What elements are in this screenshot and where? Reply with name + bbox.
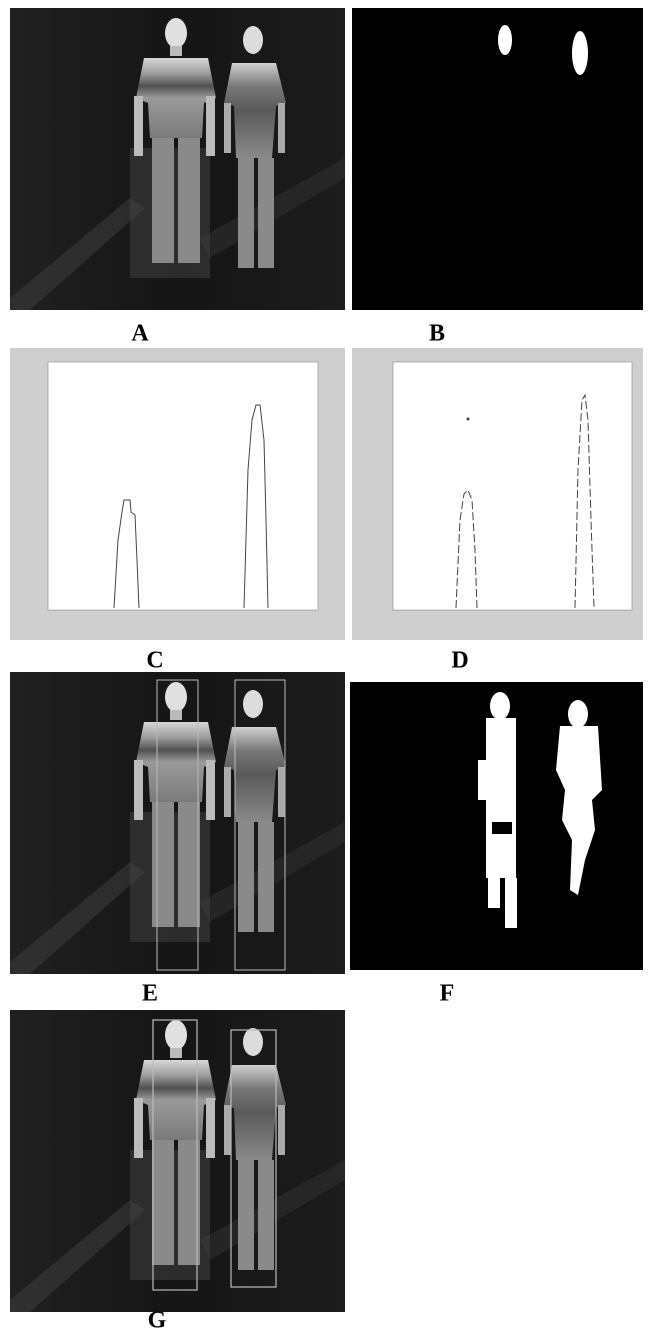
- blob: [498, 25, 512, 55]
- figure: A B C D E F G: [0, 0, 652, 1336]
- panel-label: G: [148, 1308, 167, 1334]
- plot-area: [393, 362, 632, 610]
- panel-label: F: [440, 981, 455, 1007]
- page: {"panels": [{"label": "A"}, {"label": "B…: [0, 0, 652, 1336]
- thermal-image: [10, 8, 345, 310]
- plot-area: [48, 362, 318, 610]
- panel-label: C: [146, 648, 163, 674]
- dot: [467, 418, 470, 421]
- thermal-image: [10, 1010, 345, 1312]
- panel-label: E: [142, 981, 158, 1007]
- hole: [492, 822, 512, 834]
- binary-image: [352, 8, 643, 310]
- panel-label: A: [131, 321, 149, 347]
- panel-label: D: [451, 648, 468, 674]
- thermal-image: [10, 672, 345, 974]
- panel-label: B: [429, 321, 445, 347]
- blob: [572, 31, 588, 75]
